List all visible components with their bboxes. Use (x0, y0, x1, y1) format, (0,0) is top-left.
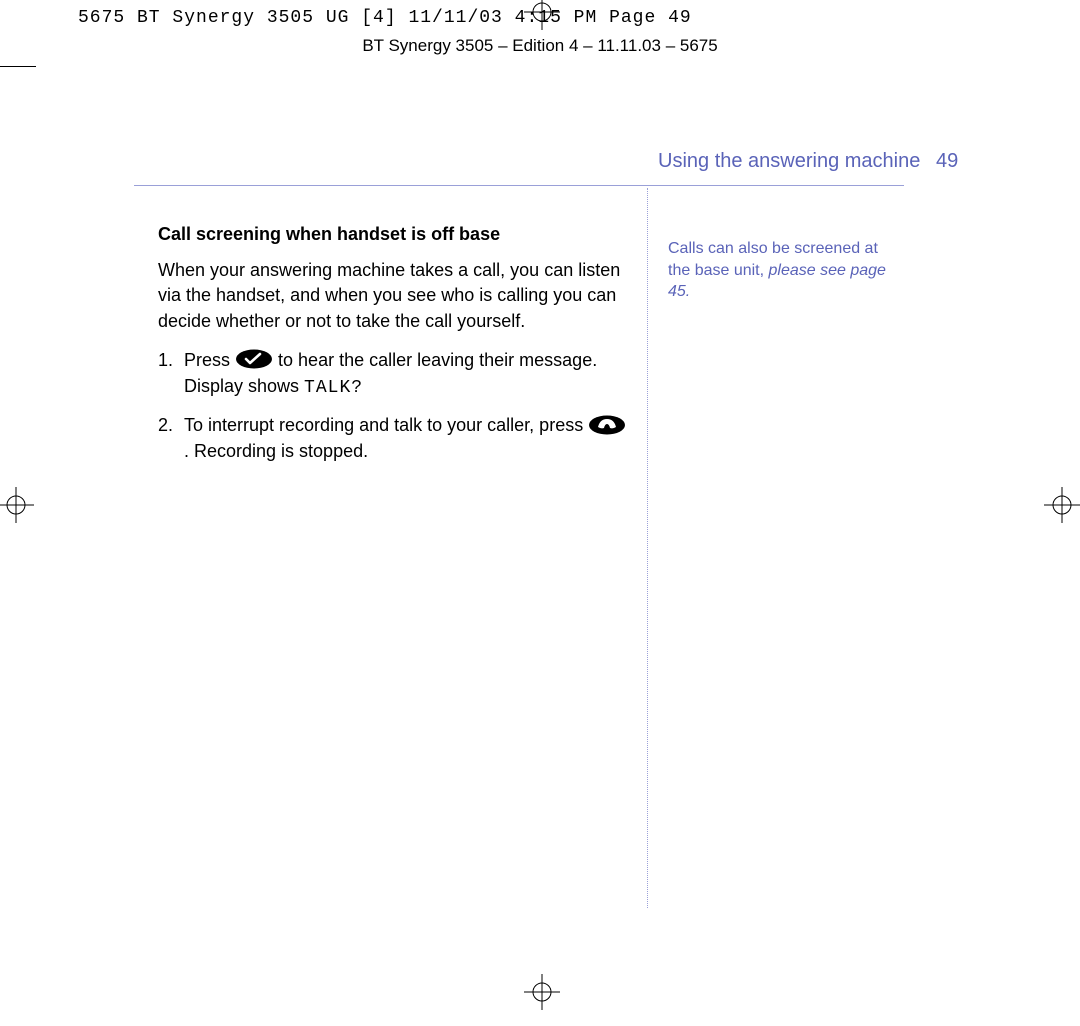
page-number: 49 (936, 150, 958, 173)
print-slug: 5675 BT Synergy 3505 UG [4] 11/11/03 4:1… (78, 8, 692, 28)
lcd-display-text: TALK? (304, 378, 363, 398)
header-rule (134, 185, 904, 186)
step2-text-a: To interrupt recording and talk to your … (184, 415, 588, 435)
step2-text-b: . Recording is stopped. (184, 441, 368, 461)
step-1: 1. Press to hear the caller leaving thei… (158, 348, 628, 401)
check-button-icon (235, 349, 273, 369)
step-body: To interrupt recording and talk to your … (184, 413, 628, 464)
step-2: 2. To interrupt recording and talk to yo… (158, 413, 628, 464)
edition-header: BT Synergy 3505 – Edition 4 – 11.11.03 –… (0, 36, 1080, 56)
registration-mark-bottom (524, 974, 560, 1010)
trim-mark-left (0, 66, 36, 67)
step-number: 2. (158, 413, 184, 464)
step1-text-a: Press (184, 350, 235, 370)
intro-paragraph: When your answering machine takes a call… (158, 258, 628, 335)
step-body: Press to hear the caller leaving their m… (184, 348, 628, 401)
registration-mark-left (0, 487, 34, 523)
column-divider (647, 188, 648, 908)
section-heading: Call screening when handset is off base (158, 222, 628, 248)
registration-mark-right (1044, 487, 1080, 523)
step-number: 1. (158, 348, 184, 401)
talk-button-icon (588, 415, 626, 435)
side-note: Calls can also be screened at the base u… (668, 238, 902, 303)
main-column: Call screening when handset is off base … (158, 222, 628, 476)
running-head: Using the answering machine (658, 150, 920, 173)
